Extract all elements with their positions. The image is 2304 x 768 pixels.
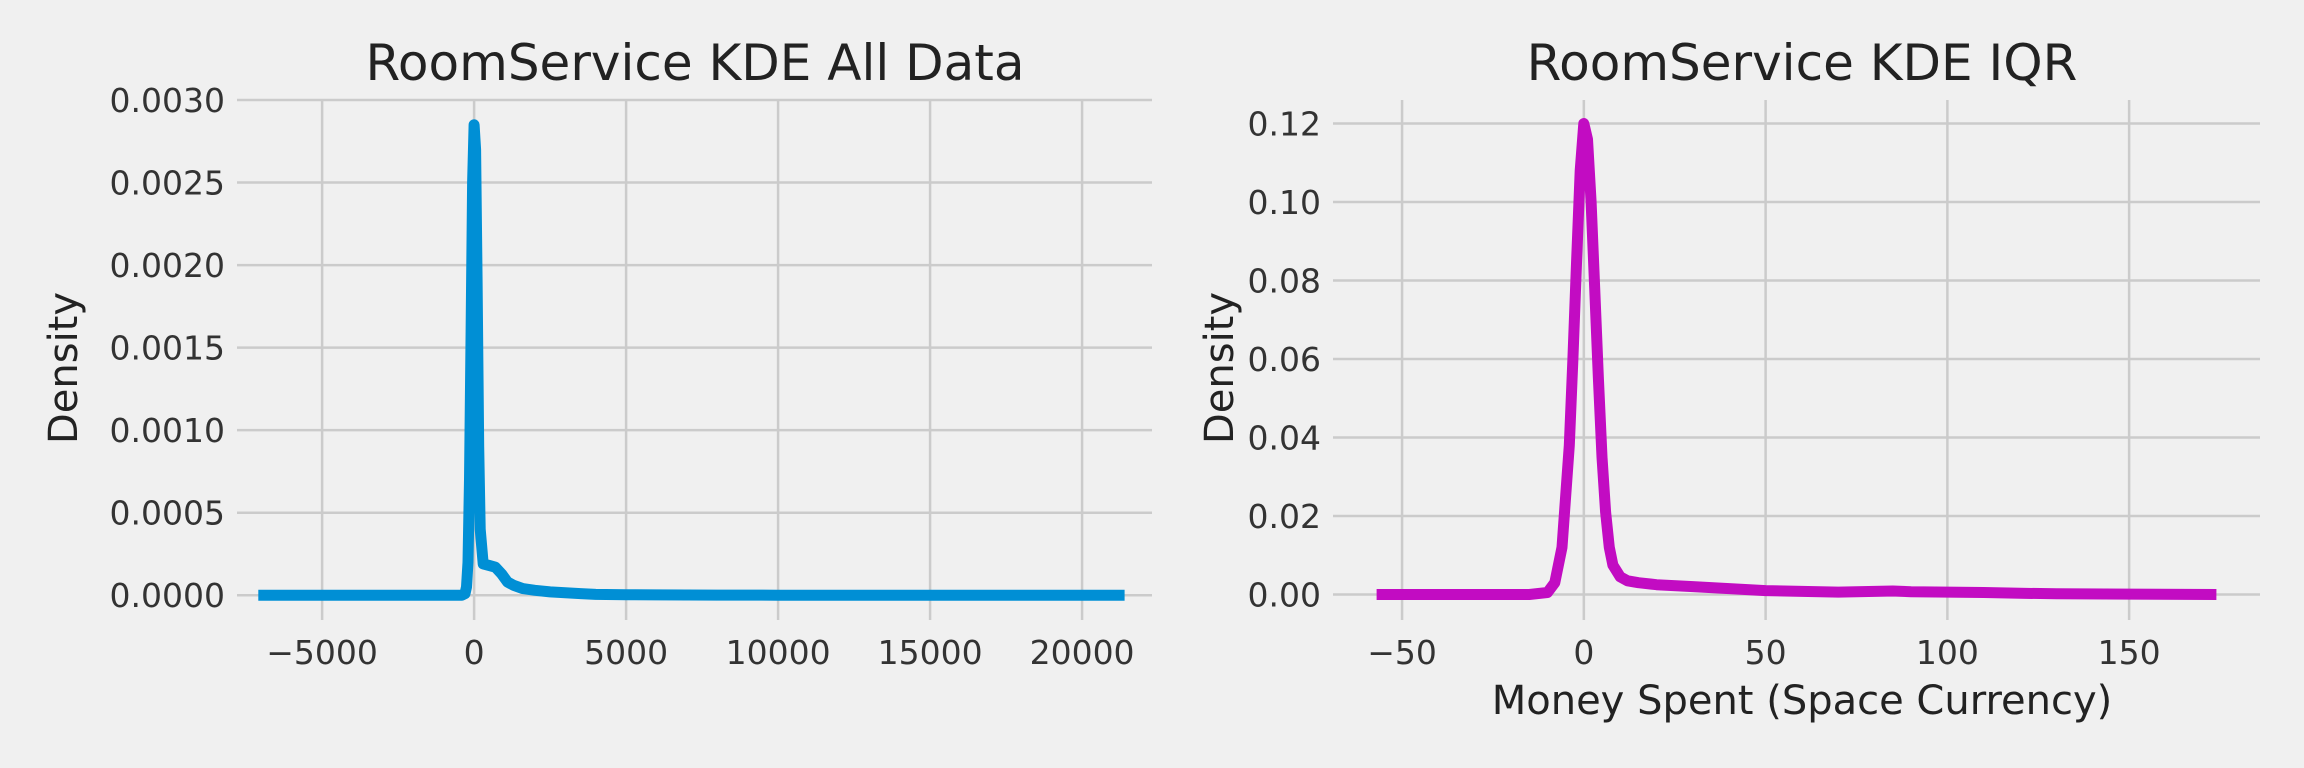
x-axis-label: Money Spent (Space Currency) — [1492, 678, 2113, 724]
grid — [1333, 100, 2260, 620]
y-tick-labels: 0.0000 0.0005 0.0010 0.0015 0.0020 0.0025 0.00… — [110, 81, 225, 615]
y-tick-label: 0.12 — [1248, 105, 1321, 144]
x-tick-label: 150 — [2098, 633, 2161, 672]
chart-roomservice-kde-all-data: −5000 0 5000 10000 15000 20000 0.00000.00050.… — [41, 34, 1152, 672]
y-tick-label: 0.0020 — [110, 246, 225, 285]
y-tick-label: 0.0010 — [110, 411, 225, 450]
chart-title: RoomService KDE All Data — [365, 34, 1024, 92]
x-tick-label: 100 — [1916, 633, 1979, 672]
y-tick-label: 0.0015 — [110, 329, 225, 368]
chart-title: RoomService KDE IQR — [1527, 34, 2078, 92]
y-tick-label: 0.0005 — [110, 494, 225, 533]
y-tick-label: 0.06 — [1248, 340, 1321, 379]
y-axis-label: Density — [41, 292, 87, 444]
kde-line-all-data — [258, 119, 1125, 601]
y-tick-label: 0.04 — [1248, 419, 1321, 458]
x-tick-label: 10000 — [726, 633, 831, 672]
x-tick-labels: −50 0 50 100 150 — [1367, 633, 2160, 672]
x-tick-label: 0 — [1573, 633, 1594, 672]
y-axis-label: Density — [1197, 292, 1243, 444]
y-tick-label: 0.0000 — [110, 576, 225, 615]
x-tick-label: 5000 — [584, 633, 668, 672]
x-tick-labels: −5000 0 5000 10000 15000 20000 — [266, 633, 1134, 672]
y-tick-label: 0.02 — [1248, 497, 1321, 536]
y-tick-label: 0.0025 — [110, 164, 225, 203]
y-tick-label: 0.00 — [1248, 575, 1321, 614]
x-tick-label: 0 — [464, 633, 485, 672]
x-tick-label: 50 — [1745, 633, 1787, 672]
x-tick-label: −50 — [1367, 633, 1437, 672]
kde-line-iqr — [1376, 118, 2217, 600]
x-tick-label: 15000 — [878, 633, 983, 672]
chart-roomservice-kde-iqr: −50 0 50 100 150 0.00 0.02 0.04 0.06 0.08 0.10 0.1… — [1197, 34, 2260, 724]
y-tick-label: 0.08 — [1248, 262, 1321, 301]
x-tick-label: 20000 — [1030, 633, 1135, 672]
x-tick-label: −5000 — [266, 633, 378, 672]
y-tick-label: 0.10 — [1248, 183, 1321, 222]
y-tick-labels: 0.00 0.02 0.04 0.06 0.08 0.10 0.12 — [1248, 105, 1321, 615]
y-tick-label: 0.0030 — [110, 81, 225, 120]
